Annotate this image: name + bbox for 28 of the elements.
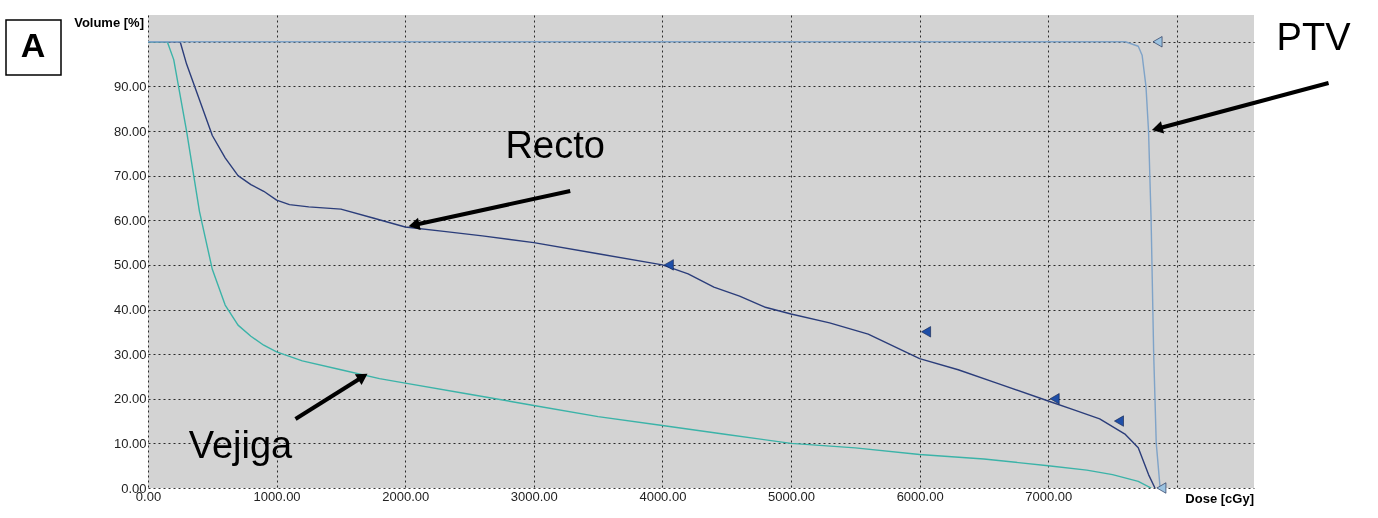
y-tick-label: 60.00 (113, 212, 147, 228)
point (1114, 415, 1124, 427)
point (1156, 482, 1167, 494)
x-axis-title: Dose [cGy] (1185, 491, 1254, 506)
annotation: Recto (505, 123, 605, 166)
point (664, 259, 674, 271)
y-axis-title: Volume [%] (74, 15, 144, 30)
annotation: Vejiga (188, 423, 294, 466)
y-tick-label: 80.00 (113, 123, 147, 139)
point (1152, 36, 1163, 48)
x-tick-label: 5000.00 (768, 488, 816, 504)
point (921, 326, 931, 338)
x-tick-label: 7000.00 (1025, 488, 1073, 504)
y-tick-label: 70.00 (113, 168, 147, 184)
y-tick-label: 20.00 (113, 391, 147, 407)
annotation: PTV (1276, 16, 1352, 59)
y-tick-label: 30.00 (113, 346, 147, 362)
x-tick-label: 3000.00 (510, 488, 558, 504)
x-tick-label: 4000.00 (639, 488, 687, 504)
x-tick-label: 1000.00 (253, 488, 301, 504)
text: A (20, 26, 46, 64)
x-tick-label: 6000.00 (896, 488, 944, 504)
x-tick-label: 2000.00 (382, 488, 430, 504)
y-tick-label: 90.00 (113, 78, 147, 94)
y-tick-label: 10.00 (113, 435, 147, 451)
y-tick-label: 50.00 (113, 257, 147, 273)
point (1049, 393, 1060, 405)
y-tick-label: 40.00 (113, 302, 147, 318)
